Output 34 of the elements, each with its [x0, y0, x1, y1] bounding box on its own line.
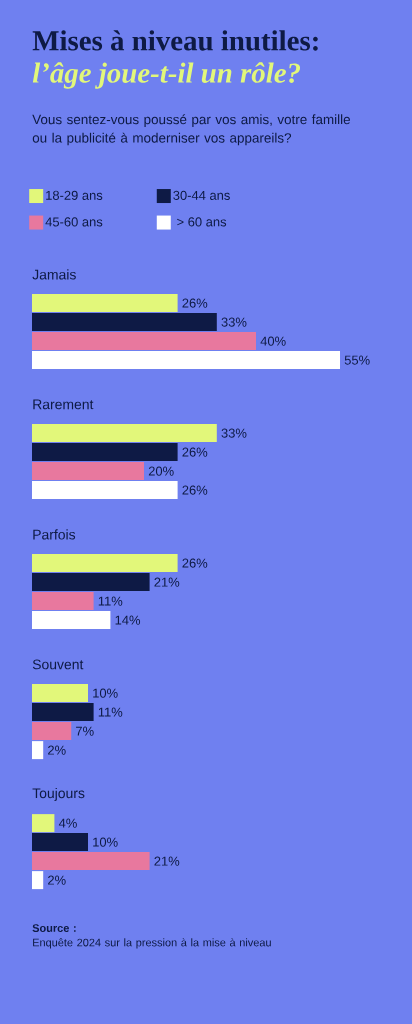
y-tick-label: Jamais: [32, 269, 76, 280]
data-label: 4%: [58, 818, 77, 828]
data-label: 2%: [48, 875, 66, 885]
text: Enquête 2024 sur la pression à la mise à niveau: [33, 938, 271, 949]
legend-label: > 60 ans: [177, 217, 227, 227]
y-tick-label: Toujours: [32, 787, 85, 801]
data-label: 10%: [93, 837, 118, 847]
data-label: 7%: [76, 726, 94, 736]
data-label: 33%: [221, 428, 247, 438]
legend-label: 18-29 ans: [46, 190, 103, 200]
data-label: 26%: [182, 447, 208, 457]
data-label: 21%: [154, 577, 180, 587]
data-label: 10%: [93, 688, 118, 698]
source-note: Source :: [32, 924, 76, 932]
legend-label: 30-44 ans: [173, 190, 230, 200]
y-tick-label: Rarement: [33, 399, 94, 410]
data-label: 55%: [344, 355, 370, 365]
chart-subtitle: l’âge joue-t-il un rôle?: [32, 62, 301, 89]
data-label: 26%: [182, 485, 208, 495]
legend-label: 45-60 ans: [45, 217, 103, 227]
data-label: 11%: [98, 596, 123, 606]
data-label: 26%: [182, 298, 208, 308]
data-label: 2%: [48, 745, 66, 755]
data-label: 20%: [148, 466, 174, 476]
data-label: 33%: [221, 317, 247, 327]
data-label: 40%: [260, 336, 286, 346]
text: Vous sentez-vous poussé par vos amis, votre famille ou la publicité à moderniser vos appareils?: [32, 114, 351, 146]
data-label: 21%: [154, 856, 180, 866]
data-label: 14%: [115, 615, 141, 625]
y-tick-label: Souvent: [32, 659, 84, 670]
data-label: 26%: [182, 558, 208, 568]
data-label: 11%: [98, 707, 123, 717]
chart-title: Mises à niveau inutiles:: [32, 30, 318, 51]
y-tick-label: Parfois: [33, 529, 76, 540]
